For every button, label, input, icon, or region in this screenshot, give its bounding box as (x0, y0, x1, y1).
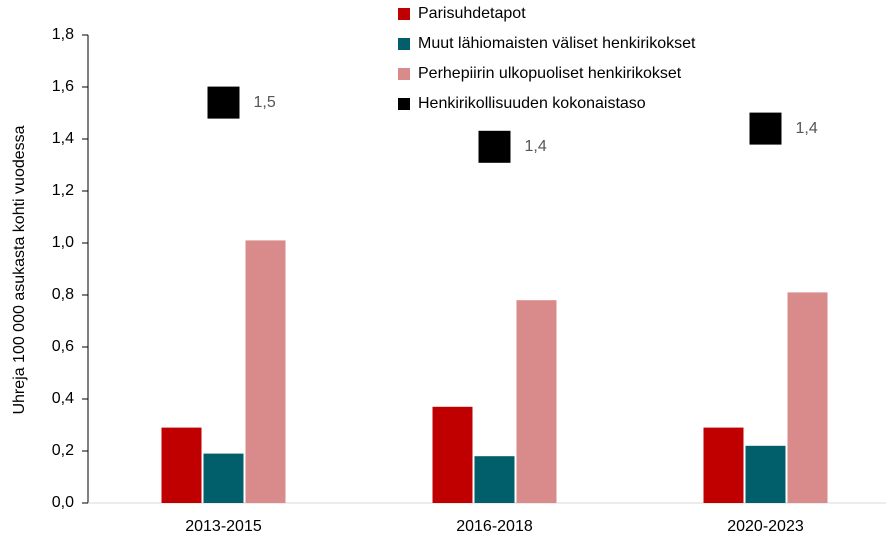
legend-label: Perhepiirin ulkopuoliset henkirikokset (418, 65, 682, 82)
y-tick-label: 0,8 (52, 286, 74, 303)
bar (516, 300, 557, 503)
bar (161, 427, 202, 503)
bar (432, 406, 473, 503)
marker (207, 86, 240, 119)
marker (749, 112, 782, 145)
legend-swatch (398, 8, 410, 20)
y-tick-label: 1,2 (52, 182, 74, 199)
x-tick-label: 2016-2018 (456, 518, 533, 535)
marker (478, 130, 511, 163)
value-label: 1,4 (525, 138, 547, 155)
legend-swatch (398, 68, 410, 80)
legend-label: Muut lähiomaisten väliset henkirikokset (418, 35, 696, 52)
bar (703, 427, 744, 503)
y-axis-title: Uhreja 100 000 asukasta kohti vuodessa (11, 125, 28, 414)
y-tick-label: 1,4 (52, 130, 74, 147)
bar (787, 292, 828, 503)
bar (474, 456, 515, 503)
y-tick-label: 1,6 (52, 78, 74, 95)
bar (245, 240, 286, 503)
legend-label: Parisuhdetapot (418, 5, 526, 22)
legend-swatch (398, 38, 410, 50)
y-tick-label: 0,6 (52, 338, 74, 355)
x-tick-label: 2020-2023 (727, 518, 804, 535)
x-tick-label: 2013-2015 (185, 518, 262, 535)
y-tick-label: 1,0 (52, 234, 74, 251)
y-tick-label: 0,4 (52, 390, 74, 407)
value-label: 1,5 (254, 94, 276, 111)
legend-swatch (398, 98, 410, 110)
bar (745, 445, 786, 503)
legend-label: Henkirikollisuuden kokonaistaso (418, 95, 646, 112)
y-tick-label: 0,0 (52, 494, 74, 511)
y-tick-label: 1,8 (52, 26, 74, 43)
y-tick-label: 0,2 (52, 442, 74, 459)
value-label: 1,4 (796, 120, 818, 137)
bar (203, 453, 244, 503)
